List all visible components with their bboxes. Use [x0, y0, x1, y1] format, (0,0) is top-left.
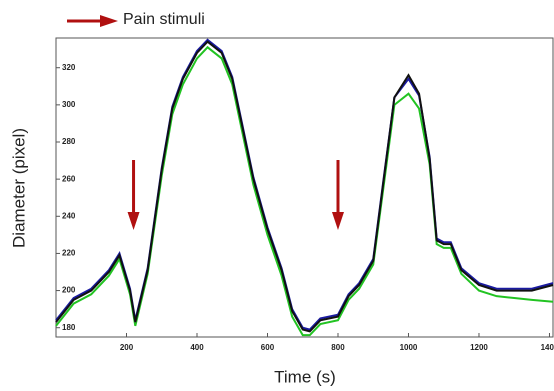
series-line — [55, 38, 554, 331]
legend: Pain stimuli — [67, 11, 205, 28]
x-tick-label: 400 — [190, 343, 204, 352]
legend-label: Pain stimuli — [123, 11, 205, 28]
plot-frame — [55, 37, 554, 338]
y-tick-label: 300 — [62, 100, 76, 109]
stimulus-arrow-head — [331, 212, 344, 230]
x-tick-label: 800 — [331, 343, 345, 352]
stimulus-arrow-head — [127, 212, 140, 230]
x-tick-label: 1400 — [541, 343, 554, 352]
y-tick-label: 280 — [62, 137, 76, 146]
series-line — [55, 40, 554, 333]
y-tick-label: 240 — [62, 211, 76, 220]
y-tick-label: 320 — [62, 63, 76, 72]
y-tick-label: 260 — [62, 174, 76, 183]
y-tick-label: 220 — [62, 249, 76, 258]
y-tick-label: 180 — [62, 323, 76, 332]
y-axis-label: Diameter (pixel) — [9, 128, 28, 248]
y-tick-label: 200 — [62, 286, 76, 295]
x-tick-label: 1200 — [470, 343, 488, 352]
x-tick-label: 600 — [261, 343, 275, 352]
x-axis-label: Time (s) — [274, 367, 336, 386]
x-tick-label: 1000 — [400, 343, 418, 352]
x-tick-label: 200 — [120, 343, 134, 352]
legend-arrow-head — [100, 15, 118, 27]
